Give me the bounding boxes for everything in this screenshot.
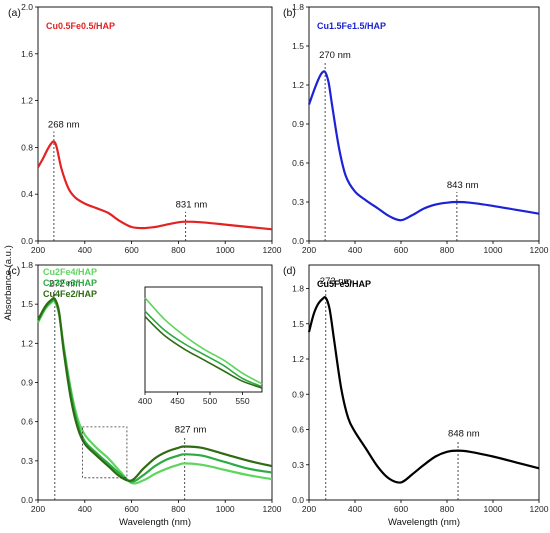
x-tick-label: 400 [78,245,92,255]
x-tick-label: 200 [302,504,316,514]
inset-plot: 400 450 500 550 [138,286,263,406]
inset-series-line [144,310,263,388]
panel-c: 200 400 600 800 1000 1200 0.0 0.3 0.6 0.9 1.2 1.5 1.… [8,260,282,528]
series-name: Cu1.5Fe1.5/HAP [317,21,386,31]
inset-series-line [144,316,263,389]
peak-annotation: 843 nm [447,180,479,191]
panel-a: 200 400 600 800 1000 1200 0.0 0.4 0.8 1.2 1.6 2.0(a… [8,2,282,255]
zoom-region-box [82,426,128,479]
series-name: Cu0.5Fe0.5/HAP [46,21,115,31]
y-tick-label: 1.5 [292,41,304,51]
inset-x-tick-label: 550 [235,396,249,406]
y-tick-label: 1.8 [21,260,33,270]
panel-label: (c) [8,265,20,277]
x-tick-label: 600 [125,504,139,514]
y-tick-label: 2.0 [21,2,33,12]
peak-annotation: 272 nm [49,278,81,289]
y-tick-label: 1.2 [21,96,33,106]
x-tick-label: 600 [125,245,139,255]
peak-annotation: 268 nm [48,120,80,131]
inset-series-line [144,297,263,385]
x-tick-label: 200 [31,504,45,514]
y-tick-label: 0.0 [21,495,33,505]
legend-entry: Cu3Fe3/HAP [43,278,97,288]
y-tick-label: 0.6 [21,417,33,427]
y-tick-label: 1.2 [292,354,304,364]
x-tick-label: 800 [440,245,454,255]
x-tick-label: 400 [348,245,362,255]
y-tick-label: 0.0 [292,495,304,505]
x-tick-label: 1200 [263,245,282,255]
x-tick-label: 600 [394,504,408,514]
y-tick-label: 0.6 [292,158,304,168]
legend-entry: Cu2Fe4/HAP [43,267,97,277]
y-tick-label: 0.9 [292,389,304,399]
legend-entry: Cu4Fe2/HAP [43,289,97,299]
y-tick-label: 1.5 [292,319,304,329]
y-tick-label: 0.3 [292,197,304,207]
x-tick-label: 400 [348,504,362,514]
x-tick-label: 600 [394,245,408,255]
peak-annotation: 273 nm [320,276,352,287]
x-tick-label: 1000 [484,245,503,255]
x-tick-label: 200 [302,245,316,255]
x-tick-label: 800 [171,245,185,255]
x-tick-label: 1000 [216,504,235,514]
y-tick-label: 0.6 [292,425,304,435]
x-tick-label: 1200 [530,504,549,514]
plot-frame [37,6,273,242]
y-tick-label: 0.9 [21,378,33,388]
x-tick-label: 400 [78,504,92,514]
peak-annotation: 270 nm [319,50,351,61]
x-tick-label: 1200 [530,245,549,255]
y-tick-label: 0.3 [21,456,33,466]
y-tick-label: 1.6 [21,49,33,59]
panel-label: (a) [8,7,21,19]
x-axis-label: Wavelength (nm) [119,517,191,528]
y-axis-label: Absorbance (a.u.) [3,245,14,321]
x-tick-label: 800 [440,504,454,514]
y-tick-label: 0.0 [21,236,33,246]
y-tick-label: 0.3 [292,460,304,470]
y-tick-label: 0.0 [292,236,304,246]
plot-frame [308,6,540,242]
series-line [307,70,540,222]
inset-x-tick-label: 450 [170,396,184,406]
y-tick-label: 1.8 [292,284,304,294]
panel-b: 200 400 600 800 1000 1200 0.0 0.3 0.6 0.9 1.2 1.5 1.… [283,2,549,255]
plot-frame [308,264,540,501]
y-tick-label: 1.5 [21,299,33,309]
panel-label: (d) [283,265,296,277]
series-line [307,296,540,484]
y-tick-label: 1.8 [292,2,304,12]
series-name: Cu5Fe5/HAP [317,279,371,289]
panel-d: 200 400 600 800 1000 1200 0.0 0.3 0.6 0.9 1.2 1.5 1.… [283,264,549,528]
y-tick-label: 0.8 [21,142,33,152]
x-tick-label: 1200 [263,504,282,514]
series-line [37,297,273,482]
series-line [37,140,273,231]
peak-annotation: 848 nm [448,429,480,440]
inset-x-tick-label: 500 [203,396,217,406]
x-tick-label: 200 [31,245,45,255]
panel-label: (b) [283,7,296,19]
inset-frame [144,286,263,393]
peak-annotation: 831 nm [176,200,208,211]
y-tick-label: 0.9 [292,119,304,129]
inset-x-tick-label: 400 [138,396,152,406]
x-tick-label: 800 [171,504,185,514]
y-tick-label: 1.2 [21,338,33,348]
y-tick-label: 0.4 [21,189,33,199]
x-tick-label: 1000 [484,504,503,514]
peak-annotation: 827 nm [175,424,207,435]
x-axis-label: Wavelength (nm) [388,517,460,528]
y-tick-label: 1.2 [292,80,304,90]
x-tick-label: 1000 [216,245,235,255]
